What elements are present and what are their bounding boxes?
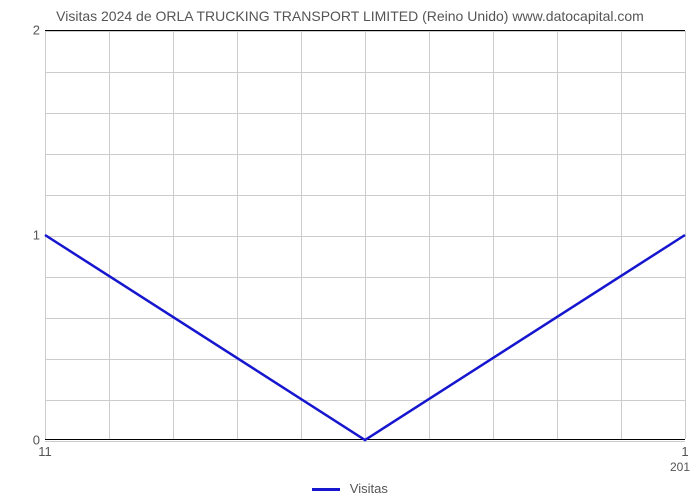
legend-label: Visitas (350, 481, 388, 496)
x-tick-label: 11 (38, 444, 52, 459)
legend: Visitas (0, 481, 700, 496)
chart-title: Visitas 2024 de ORLA TRUCKING TRANSPORT … (0, 8, 700, 24)
x-sub-label: 201 (670, 460, 690, 474)
legend-swatch (312, 488, 340, 491)
line-chart: Visitas 2024 de ORLA TRUCKING TRANSPORT … (0, 0, 700, 500)
y-tick-label: 2 (10, 23, 40, 38)
grid-v (685, 31, 686, 439)
x-tick-label: 1 (681, 444, 688, 459)
series-line (45, 235, 685, 440)
y-tick-label: 1 (10, 228, 40, 243)
series-layer (45, 30, 685, 440)
y-tick-label: 0 (10, 433, 40, 448)
